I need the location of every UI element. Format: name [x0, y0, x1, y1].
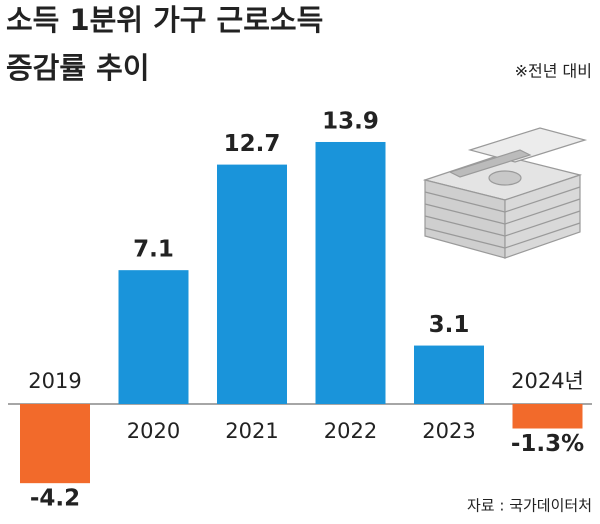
bar: [217, 164, 287, 404]
value-label: 12.7: [224, 131, 281, 157]
chart-title: 증감률 추이: [6, 51, 150, 85]
bar: [20, 404, 90, 484]
value-label: 13.9: [322, 108, 379, 134]
source: 자료 : 국가데이터처: [467, 497, 592, 515]
value-label: 7.1: [133, 237, 174, 263]
x-tick-label: 2021: [225, 419, 278, 443]
x-tick-label: 2022: [324, 419, 377, 443]
bar: [315, 141, 386, 405]
value-label: 3.1: [429, 312, 470, 338]
bar: [118, 270, 189, 404]
value-label: -4.2: [30, 486, 80, 512]
bar: [414, 345, 484, 404]
x-tick-label: 2024년: [511, 369, 584, 393]
x-tick-label: 2020: [127, 419, 180, 443]
x-tick-label: 2023: [422, 419, 475, 443]
x-tick-label: 2019: [28, 369, 81, 393]
value-label: -1.3%: [511, 431, 584, 457]
money-icon: [422, 127, 588, 259]
subtitle: ※전년 대비: [515, 62, 592, 81]
chart-title: 소득 1분위 가구 근로소득: [6, 3, 323, 37]
bar: [512, 404, 583, 429]
